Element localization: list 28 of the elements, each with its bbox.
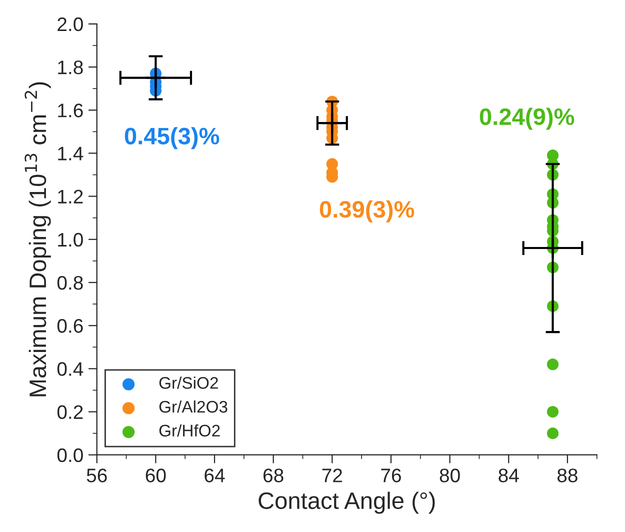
legend-label: Gr/Al2O3 [159, 400, 228, 413]
y-tick-label: 1.4 [58, 146, 84, 160]
x-tick-label: 60 [146, 468, 166, 482]
annotation: 0.45(3)% [124, 127, 220, 150]
x-tick-label: 84 [498, 468, 519, 482]
y-axis-title: Maximum Doping (10$^{13}$ cm$^{−2}$) [24, 82, 51, 396]
legend-label: Gr/HfO2 [159, 424, 220, 437]
y-tick-label: 0.2 [57, 405, 83, 420]
y-tick-label: 0.0 [57, 448, 83, 462]
x-tick-label: 68 [264, 468, 284, 482]
x-tick-label: 80 [440, 468, 460, 482]
annotation: 0.39(3)% [320, 200, 414, 222]
x-tick-label: 56 [86, 468, 107, 482]
legend-label: Gr/SiO2 [159, 376, 218, 389]
y-tick-label: 2.0 [58, 17, 83, 32]
y-tick-label: 1.6 [58, 104, 83, 118]
y-tick-label: 1.8 [58, 60, 83, 74]
y-tick-label: 0.8 [57, 276, 83, 290]
y-tick-label: 1.0 [58, 232, 83, 247]
x-tick-label: 76 [381, 468, 401, 482]
y-tick-label: 0.6 [57, 319, 83, 333]
x-axis-title: Contact Angle (°) [258, 492, 435, 514]
x-tick-label: 88 [557, 468, 578, 482]
y-tick-label: 1.2 [58, 190, 83, 204]
y-tick-label: 0.4 [57, 362, 84, 376]
annotation: 0.24(9)% [480, 108, 574, 130]
x-tick-label: 64 [204, 468, 225, 482]
x-tick-label: 72 [322, 468, 342, 482]
